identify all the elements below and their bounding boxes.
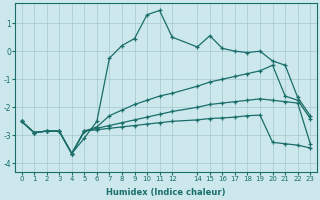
X-axis label: Humidex (Indice chaleur): Humidex (Indice chaleur) [106,188,226,197]
